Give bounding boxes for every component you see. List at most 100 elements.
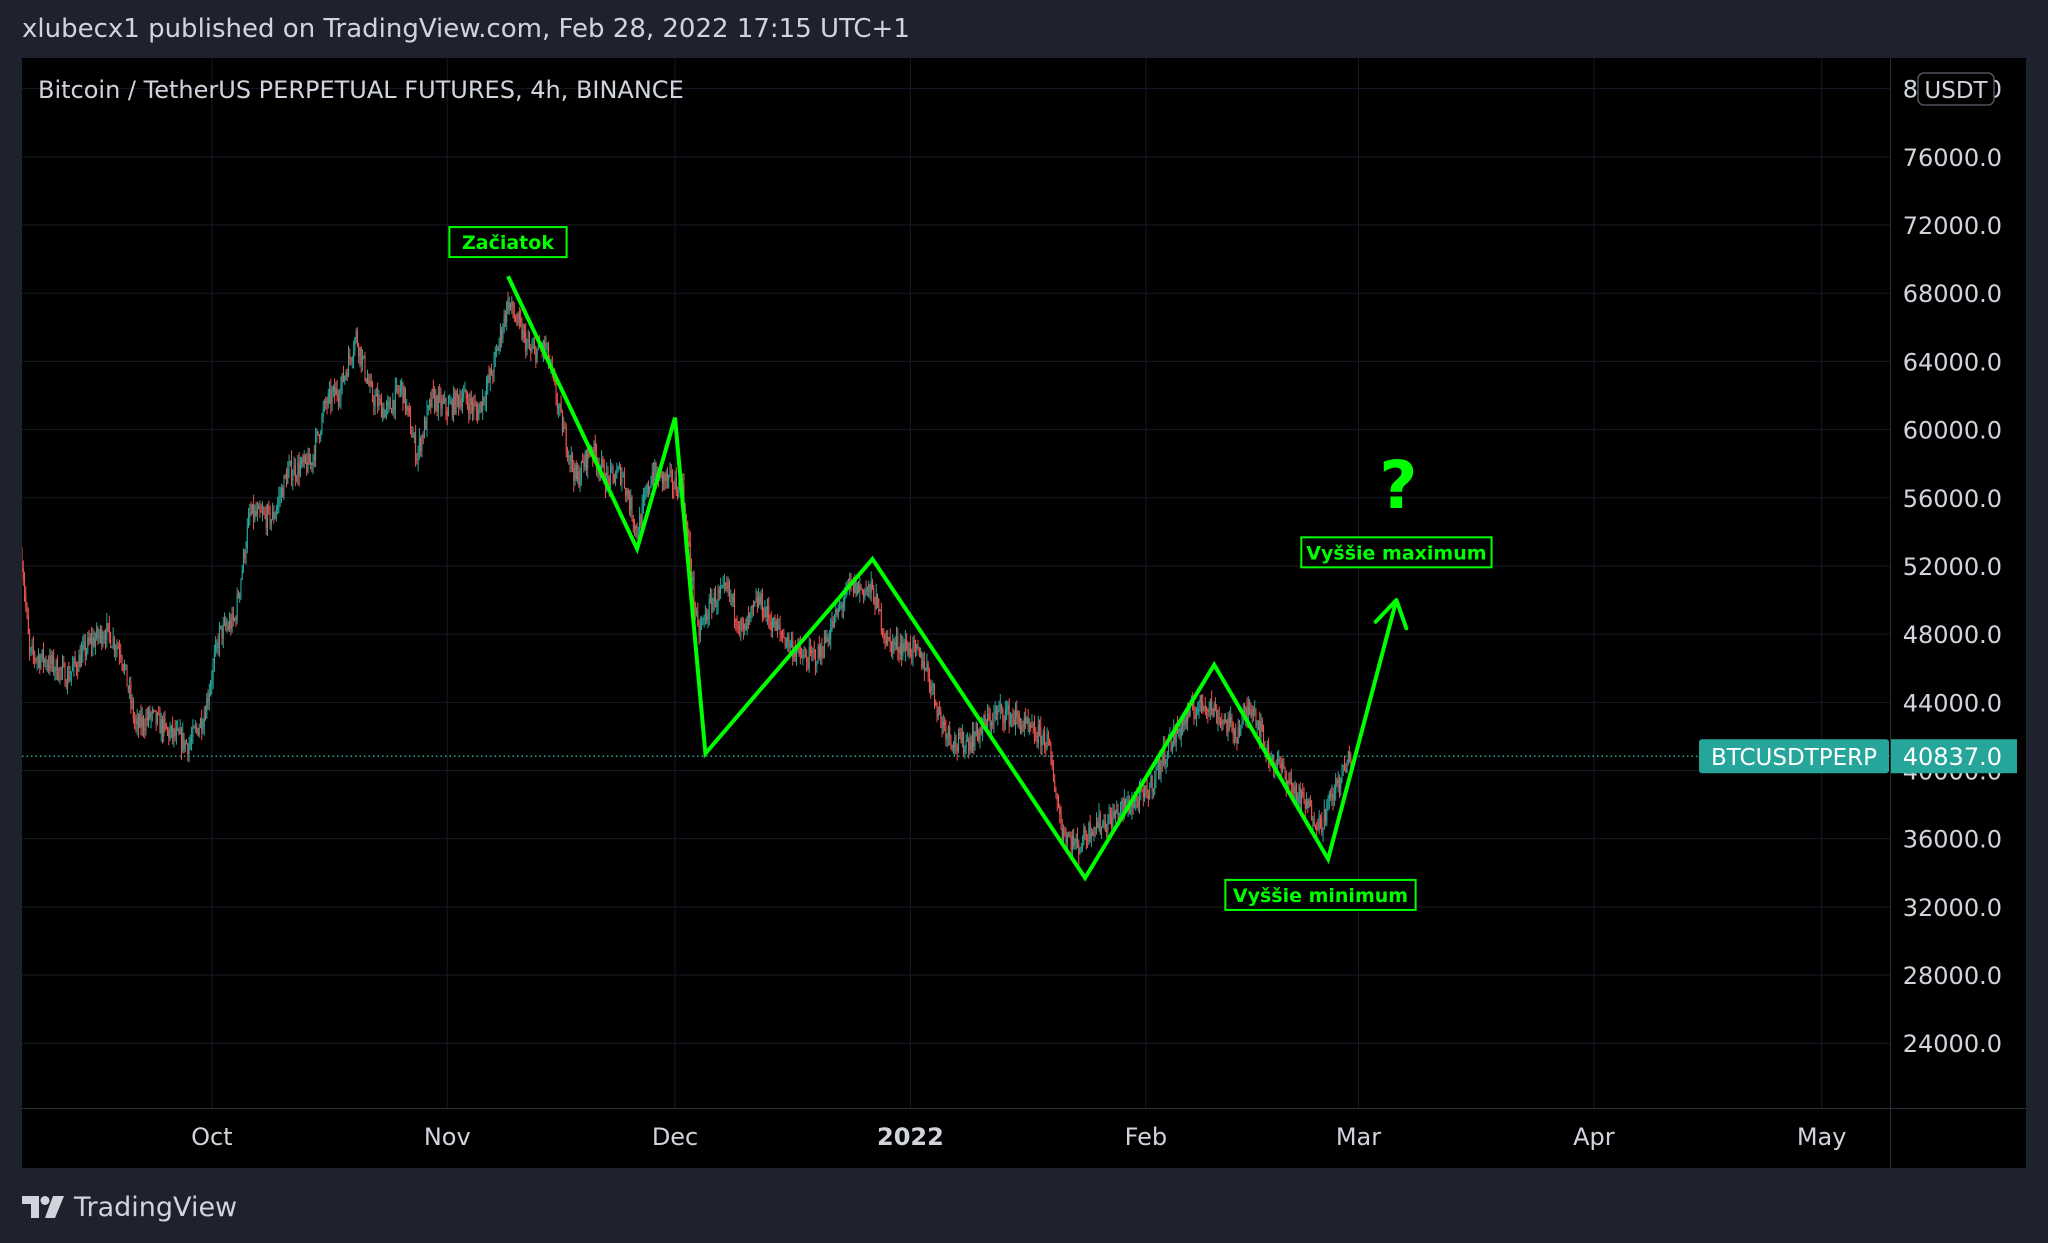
text-annotations[interactable]: Začiatok Vyššie maximum Vyššie minimum? (448, 226, 1493, 911)
candle-body (887, 637, 889, 645)
current-price-label[interactable]: 40837.0 (1903, 743, 2002, 771)
candle-body (517, 313, 519, 324)
wave-line[interactable] (506, 275, 1399, 882)
candle-body (65, 685, 67, 687)
currency-badge[interactable] (1917, 72, 1995, 106)
candle-body (67, 671, 69, 687)
candle-body (899, 643, 901, 654)
annotation-box[interactable] (1224, 878, 1417, 911)
candle-body (215, 643, 217, 654)
candle-body (768, 605, 770, 619)
candle-body (79, 654, 81, 667)
candle-body (917, 645, 919, 650)
x-tick-label: Dec (652, 1123, 698, 1151)
candle-body (459, 399, 461, 407)
candle-body (1178, 728, 1180, 732)
candle-body (654, 462, 656, 481)
candle-body (860, 586, 862, 590)
candle-body (930, 686, 932, 691)
candle-body (474, 403, 476, 406)
candle-body (434, 391, 436, 410)
candle-body (997, 710, 999, 715)
candle-body (1036, 737, 1038, 743)
candle-body (216, 642, 218, 644)
candle-body (74, 658, 76, 664)
candle-body (873, 588, 875, 604)
candle-body (363, 355, 365, 357)
annotation-box[interactable] (1300, 536, 1493, 569)
candle-body (999, 704, 1001, 709)
question-mark-label[interactable]: ? (1379, 447, 1417, 524)
candle-body (877, 594, 879, 600)
y-tick-label: 52000.0 (1903, 553, 2002, 581)
candle-body (1350, 757, 1352, 767)
candle-body (375, 393, 377, 397)
candle-body (982, 725, 984, 733)
candle-body (968, 739, 970, 751)
candle-body (1070, 837, 1072, 850)
currency-label[interactable]: USDT (1924, 78, 1988, 104)
candle-body (1055, 792, 1057, 798)
candle-body (888, 637, 890, 639)
candle-body (461, 398, 463, 407)
candle-body (979, 727, 981, 741)
candle-body (117, 646, 119, 649)
annotation-vyssie-maximum[interactable]: Vyššie maximum (1306, 542, 1486, 564)
candle-body (89, 637, 91, 642)
candle-body (205, 716, 207, 719)
candle-body (720, 587, 722, 593)
candle-body (808, 647, 810, 668)
candle-body (1335, 777, 1337, 794)
candle-body (1160, 760, 1162, 775)
candle-body (1118, 813, 1120, 820)
symbol-price-badge[interactable] (1699, 739, 1889, 774)
axes[interactable]: 80000.076000.072000.068000.064000.060000… (22, 58, 2026, 1168)
candle-body (1256, 723, 1258, 726)
candle-body (1035, 736, 1037, 738)
candle-body (313, 455, 315, 460)
candle-body (669, 471, 671, 476)
candle-body (178, 729, 180, 735)
tradingview-logo-icon[interactable] (22, 1196, 66, 1218)
annotation-vyssie-minimum[interactable]: Vyššie minimum (1233, 885, 1408, 907)
candle-body (203, 716, 205, 727)
candle-body (866, 587, 868, 592)
candle-body (642, 498, 644, 504)
candle-body (1052, 766, 1054, 781)
x-tick-label: 2022 (877, 1123, 944, 1151)
candle-body (945, 725, 947, 739)
candle-body (871, 581, 873, 589)
candle-body (631, 497, 633, 520)
candle-body (254, 510, 256, 520)
candle-body (778, 625, 780, 628)
candle-body (156, 713, 158, 724)
candle-body (1141, 788, 1143, 792)
candle-body (335, 388, 337, 396)
candle-body (964, 747, 966, 752)
arrow-head-icon[interactable] (1373, 598, 1409, 631)
candle-body (725, 583, 727, 586)
candle-body (1155, 769, 1157, 780)
candle-body (391, 408, 393, 414)
tradingview-brand[interactable]: TradingView (74, 1191, 238, 1223)
current-price-badge[interactable] (1891, 739, 2017, 774)
candle-body (773, 617, 775, 627)
annotation-box[interactable] (448, 226, 568, 259)
candle-body (818, 645, 820, 658)
chart-area[interactable]: Začiatok Vyššie maximum Vyššie minimum? 80… (22, 58, 2026, 1168)
symbol-label[interactable]: BTCUSDTPERP (1711, 745, 1877, 771)
candle-body (1280, 764, 1282, 770)
candle-body (473, 403, 475, 411)
candle-body (1195, 712, 1197, 719)
candlestick-chart[interactable]: Začiatok Vyššie maximum Vyššie minimum? 80… (22, 58, 2026, 1168)
candle-body (618, 466, 620, 469)
wave-annotation[interactable] (506, 275, 1409, 882)
candle-body (426, 408, 428, 430)
candle-body (167, 729, 169, 731)
candle-body (348, 354, 350, 377)
annotation-zaciatok[interactable]: Začiatok (462, 232, 554, 254)
candle-body (722, 583, 724, 587)
candle-body (994, 711, 996, 714)
candle-body (275, 509, 277, 515)
candle-body (565, 427, 567, 452)
